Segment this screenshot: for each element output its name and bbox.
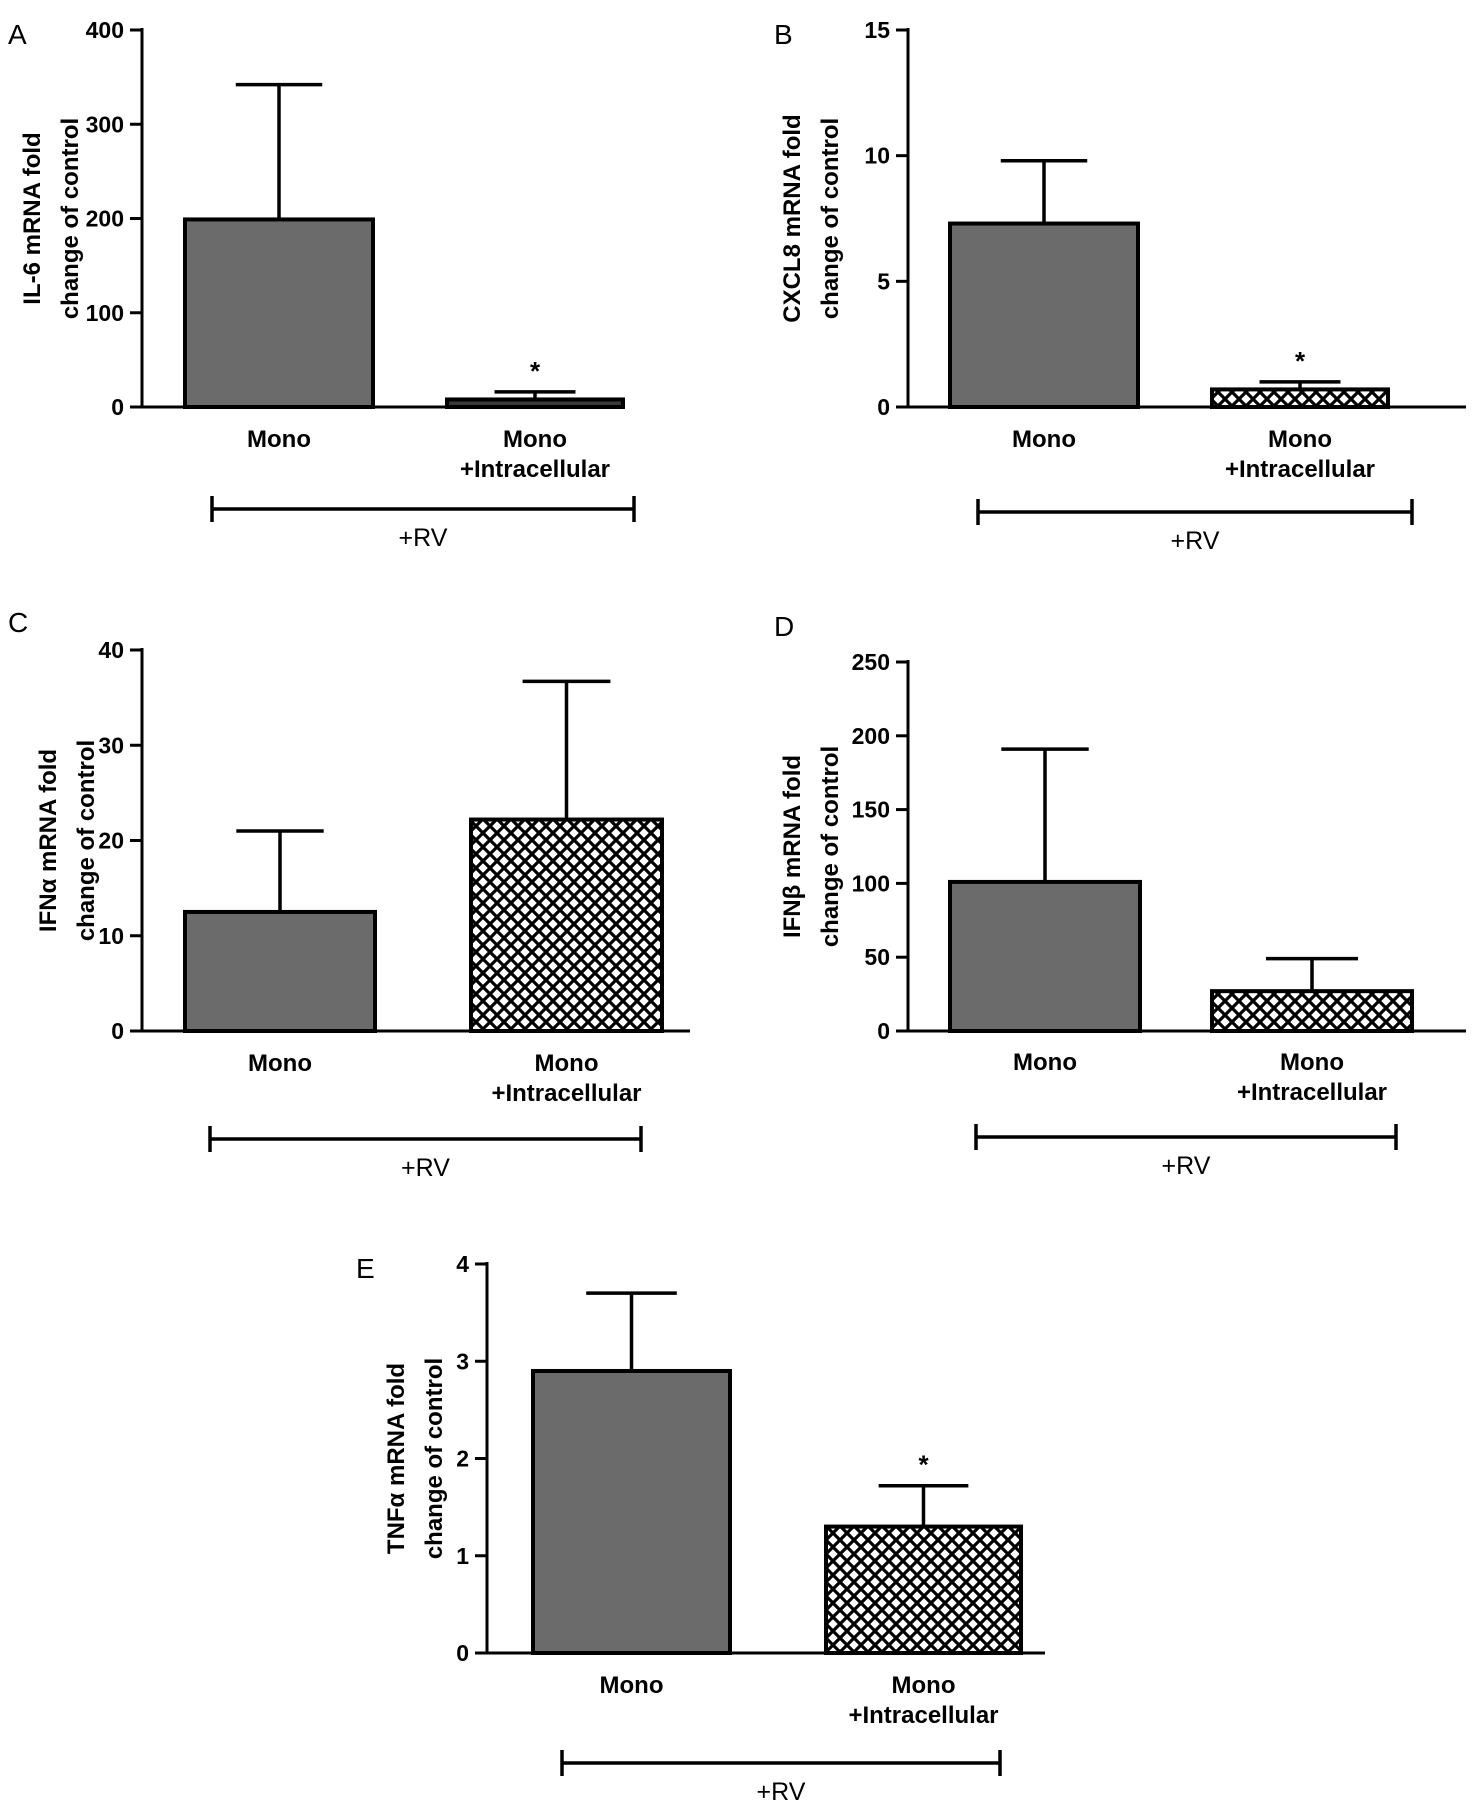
y-tick-label: 150 xyxy=(852,797,890,823)
panel-letter: E xyxy=(356,1253,375,1284)
bar-2 xyxy=(1210,989,1414,1034)
bar-2 xyxy=(469,817,664,1033)
y-tick-label: 0 xyxy=(877,394,890,420)
category-label: Mono xyxy=(1012,426,1076,453)
category-label: +Intracellular xyxy=(1225,456,1375,483)
y-tick-label: 10 xyxy=(98,923,124,949)
category-label: Mono xyxy=(503,426,567,453)
group-label: +RV xyxy=(1162,1152,1211,1180)
bar-2 xyxy=(824,1524,1023,1655)
y-axis-label: change of control xyxy=(817,746,844,947)
y-tick-label: 0 xyxy=(877,1018,890,1044)
y-tick-label: 200 xyxy=(86,206,124,232)
y-tick-label: 0 xyxy=(456,1640,469,1666)
y-axis-label: TNFα mRNA fold xyxy=(383,1363,410,1554)
group-label: +RV xyxy=(399,524,448,552)
bar-1 xyxy=(948,879,1142,1034)
category-label: Mono xyxy=(1013,1049,1077,1076)
category-label: Mono xyxy=(892,1672,956,1699)
bar-1 xyxy=(948,221,1140,409)
y-axis-label: CXCL8 mRNA fold xyxy=(779,114,806,322)
y-axis-label: change of control xyxy=(73,740,100,941)
y-tick-label: 0 xyxy=(111,394,124,420)
category-label: Mono xyxy=(1280,1049,1344,1076)
y-tick-label: 50 xyxy=(864,944,890,970)
y-tick-label: 200 xyxy=(852,723,890,749)
y-tick-label: 40 xyxy=(98,637,124,663)
y-tick-label: 2 xyxy=(456,1446,469,1472)
category-label: +Intracellular xyxy=(1237,1079,1387,1106)
panel-d: D 0 50 100 150 200 250 IFNβ mRNA fold change of … xyxy=(774,611,1466,1180)
y-tick-label: 5 xyxy=(877,268,890,294)
panel-letter: D xyxy=(774,611,794,642)
bar-1 xyxy=(531,1368,732,1655)
bar-2 xyxy=(445,397,625,409)
category-label: +Intracellular xyxy=(460,456,610,483)
y-tick-label: 400 xyxy=(86,17,124,43)
y-tick-label: 250 xyxy=(852,649,890,675)
y-tick-label: 0 xyxy=(111,1018,124,1044)
y-tick-label: 30 xyxy=(98,732,124,758)
panel-letter: C xyxy=(8,607,28,638)
y-axis-label: change of control xyxy=(57,118,84,319)
y-axis-label: change of control xyxy=(421,1358,448,1559)
y-tick-label: 4 xyxy=(456,1251,469,1277)
group-label: +RV xyxy=(757,1778,806,1800)
y-tick-label: 300 xyxy=(86,111,124,137)
category-label: +Intracellular xyxy=(848,1702,998,1729)
category-label: Mono xyxy=(535,1050,599,1077)
y-axis-label: IL-6 mRNA fold xyxy=(19,132,46,304)
bar-1 xyxy=(183,217,375,409)
panel-a: A 0 100 200 300 400 IL-6 mRNA fold change of co… xyxy=(8,17,636,552)
y-tick-label: 100 xyxy=(852,870,890,896)
panel-letter: A xyxy=(8,19,27,50)
panel-b: B 0 5 10 15 CXCL8 mRNA fold change of control M… xyxy=(774,17,1466,555)
bar-2 xyxy=(1210,387,1390,410)
category-label: +Intracellular xyxy=(491,1080,641,1107)
y-tick-label: 20 xyxy=(98,828,124,854)
significance-marker: * xyxy=(918,1450,929,1480)
category-label: Mono xyxy=(248,1050,312,1077)
y-axis-label: IFNβ mRNA fold xyxy=(779,755,806,938)
category-label: Mono xyxy=(600,1672,664,1699)
y-tick-label: 1 xyxy=(456,1543,469,1569)
panel-letter: B xyxy=(774,19,793,50)
panel-c: C 0 10 20 30 40 IFNα mRNA fold change of contro… xyxy=(8,607,690,1182)
category-label: Mono xyxy=(247,426,311,453)
y-tick-label: 15 xyxy=(864,17,890,43)
category-label: Mono xyxy=(1268,426,1332,453)
bar-1 xyxy=(183,909,377,1033)
significance-marker: * xyxy=(530,356,541,386)
significance-marker: * xyxy=(1295,346,1306,376)
y-tick-label: 100 xyxy=(86,300,124,326)
group-label: +RV xyxy=(1171,527,1220,555)
y-axis-label: IFNα mRNA fold xyxy=(35,749,62,932)
y-tick-label: 3 xyxy=(456,1348,469,1374)
group-label: +RV xyxy=(401,1154,450,1182)
y-axis-label: change of control xyxy=(817,118,844,319)
y-tick-label: 10 xyxy=(864,143,890,169)
panel-e: E 0 1 2 3 4 TNFα mRNA fold change of control Mon… xyxy=(356,1251,1045,1800)
